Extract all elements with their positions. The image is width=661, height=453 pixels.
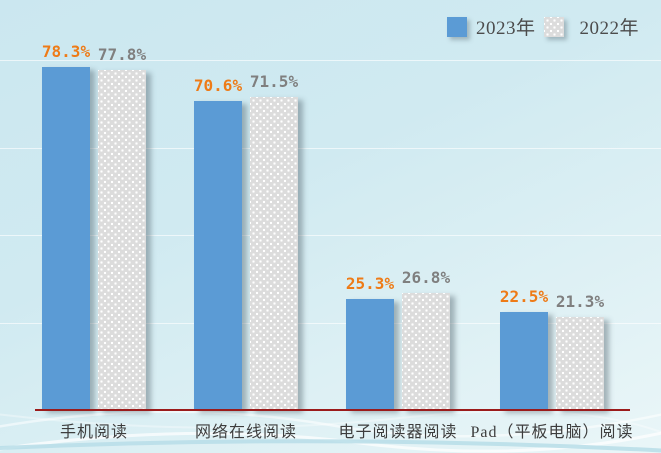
x-axis-line [35,409,630,411]
legend-swatch-2023 [446,16,467,37]
bar-2023年-电子阅读器阅读 [346,299,394,410]
bar-2023年-网络在线阅读 [194,101,242,410]
bar-2023年-手机阅读 [42,67,90,410]
gridline-80 [0,60,661,61]
value-label-2022年-手机阅读: 77.8% [97,44,147,64]
bar-2022年-网络在线阅读 [250,97,298,410]
bar-2023年-Pad（平板电脑）阅读 [500,311,548,410]
bar-2022年-Pad（平板电脑）阅读 [556,316,604,410]
value-label-2023年-手机阅读: 78.3% [41,42,91,62]
value-label-2023年-电子阅读器阅读: 25.3% [345,274,395,294]
value-label-2023年-Pad（平板电脑）阅读: 22.5% [499,286,549,306]
bar-2022年-电子阅读器阅读 [402,292,450,410]
bar-2022年-手机阅读 [98,69,146,410]
value-label-2022年-网络在线阅读: 71.5% [249,72,299,92]
legend: 2023年 2022年 [446,13,639,40]
legend-label-2023: 2023年 [475,18,536,39]
category-label-手机阅读: 手机阅读 [59,424,128,441]
legend-label-2022: 2022年 [579,18,639,39]
category-label-Pad（平板电脑）阅读: Pad（平板电脑）阅读 [470,424,634,441]
legend-swatch-2022 [544,16,565,37]
value-label-2022年-电子阅读器阅读: 26.8% [401,267,451,287]
gridline-20 [0,322,661,324]
gridline-40 [0,235,661,236]
category-label-电子阅读器阅读: 电子阅读器阅读 [338,424,458,441]
value-label-2022年-Pad（平板电脑）阅读: 21.3% [555,291,605,311]
value-label-2023年-网络在线阅读: 70.6% [193,76,243,96]
category-label-网络在线阅读: 网络在线阅读 [194,424,297,441]
gridline-60 [0,147,661,149]
